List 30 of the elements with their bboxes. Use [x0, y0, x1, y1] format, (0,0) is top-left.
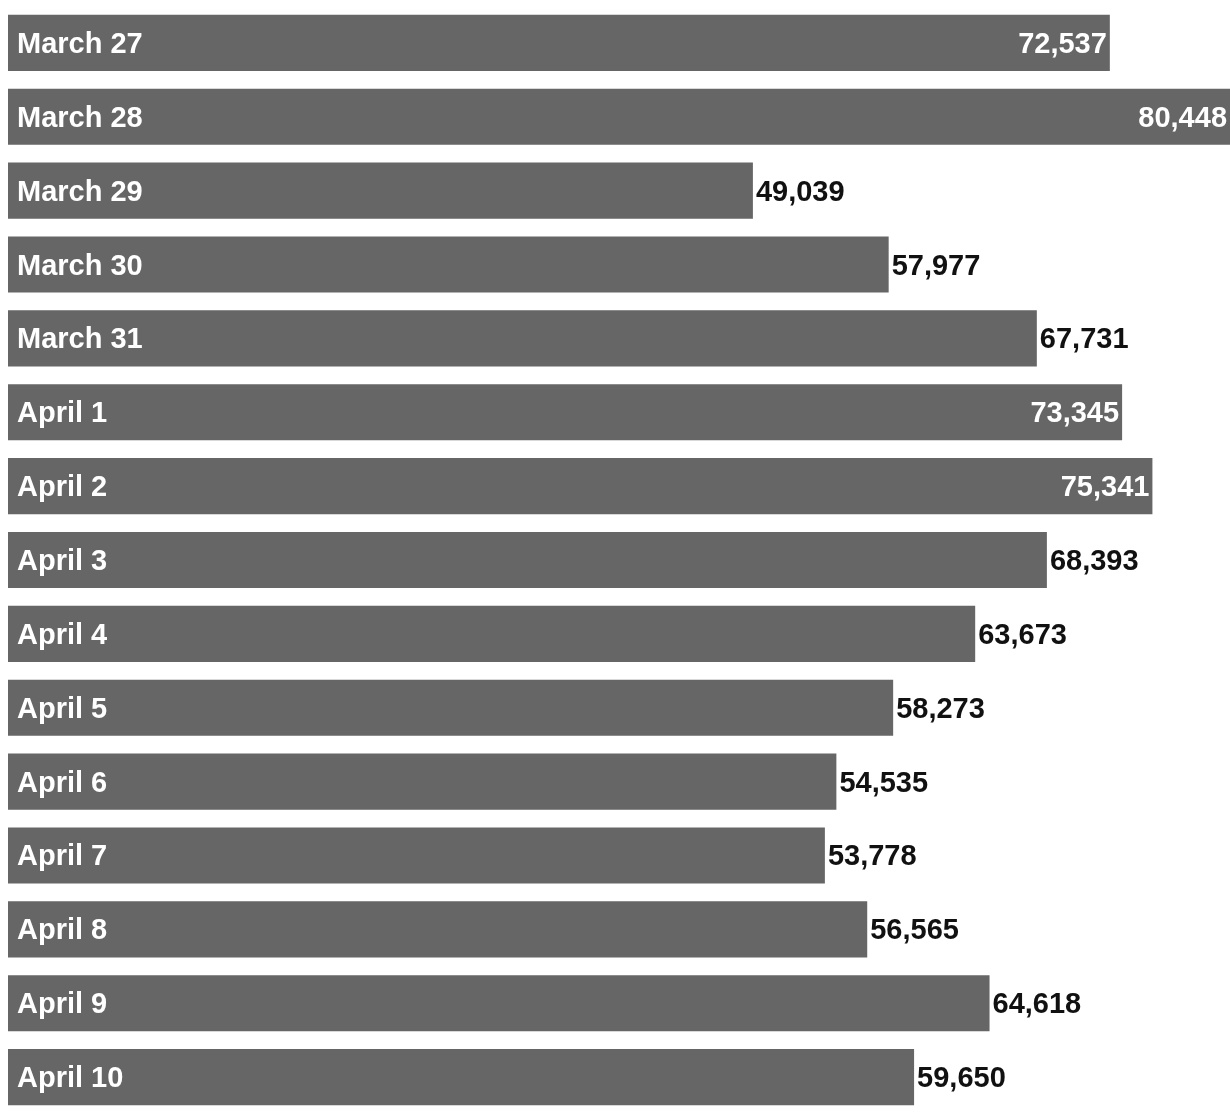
y-tick-label: April 9 [17, 987, 108, 1019]
y-tick-label: April 6 [17, 766, 108, 798]
data-label: 54,535 [839, 765, 929, 798]
data-label: 67,731 [1039, 322, 1129, 355]
y-tick-label: April 4 [17, 618, 108, 650]
data-label: 72,537 [1018, 26, 1107, 59]
data-label: 73,345 [1030, 396, 1120, 429]
data-label: 59,650 [917, 1061, 1006, 1094]
y-tick-label: March 27 [17, 27, 143, 59]
y-tick-label: March 29 [17, 175, 143, 207]
data-label: 80,448 [1138, 100, 1227, 133]
data-label: 63,673 [978, 617, 1067, 650]
data-label: 53,778 [827, 839, 917, 872]
data-label: 58,273 [896, 691, 985, 724]
y-tick-label: April 10 [17, 1061, 124, 1093]
y-tick-label: March 31 [17, 322, 143, 354]
y-tick-label: March 30 [17, 249, 143, 281]
y-tick-label: April 3 [17, 544, 108, 576]
y-tick-label: April 2 [17, 470, 108, 502]
data-label: 75,341 [1060, 470, 1150, 503]
y-tick-label: April 1 [17, 396, 108, 428]
y-tick-label: April 5 [17, 692, 108, 724]
data-label: 57,977 [891, 248, 981, 281]
data-label: 56,565 [870, 913, 959, 946]
y-tick-label: March 28 [17, 101, 143, 133]
data-label: 49,039 [755, 174, 845, 207]
y-tick-label: April 7 [17, 839, 108, 871]
y-tick-label: April 8 [17, 913, 108, 945]
data-label: 64,618 [992, 987, 1082, 1020]
data-label: 68,393 [1049, 544, 1139, 576]
